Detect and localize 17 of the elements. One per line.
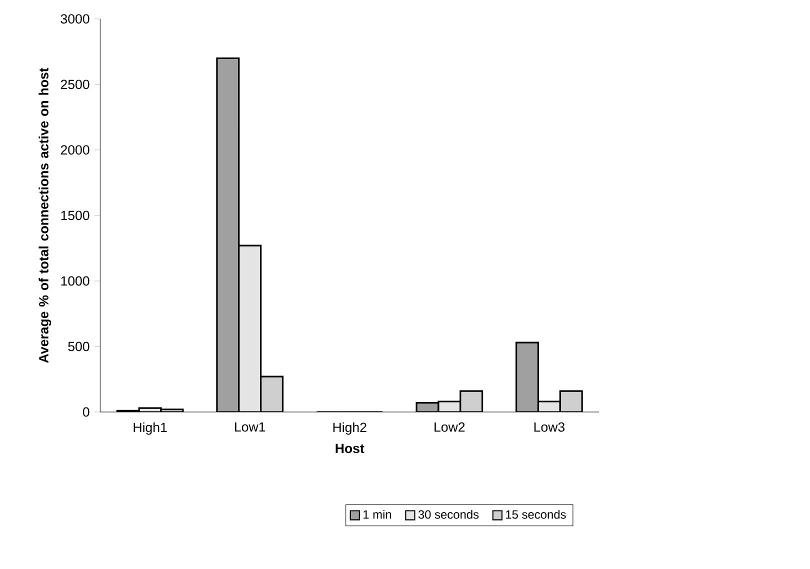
legend-label: 30 seconds <box>418 510 479 519</box>
y-tick-label: 3000 <box>60 14 90 24</box>
legend-label: 15 seconds <box>506 510 566 519</box>
x-tick-label: High2 <box>333 422 366 435</box>
x-tick-label: High1 <box>134 422 167 435</box>
y-tick-label: 2500 <box>60 80 90 90</box>
x-tick-label: Low2 <box>434 422 465 432</box>
y-axis-title: Average % of total connections active on host <box>38 68 52 363</box>
x-tick-label: Low1 <box>235 422 266 432</box>
y-tick-label: 0 <box>82 407 90 417</box>
y-tick-label: 1500 <box>61 210 90 220</box>
y-tick-label: 1000 <box>61 276 90 286</box>
x-tick-label: Low3 <box>534 422 564 432</box>
x-axis-title: Host <box>336 444 364 454</box>
y-tick-label: 500 <box>68 342 90 352</box>
y-tick-label: 2000 <box>60 145 90 155</box>
legend-label: 1 min <box>364 510 392 519</box>
